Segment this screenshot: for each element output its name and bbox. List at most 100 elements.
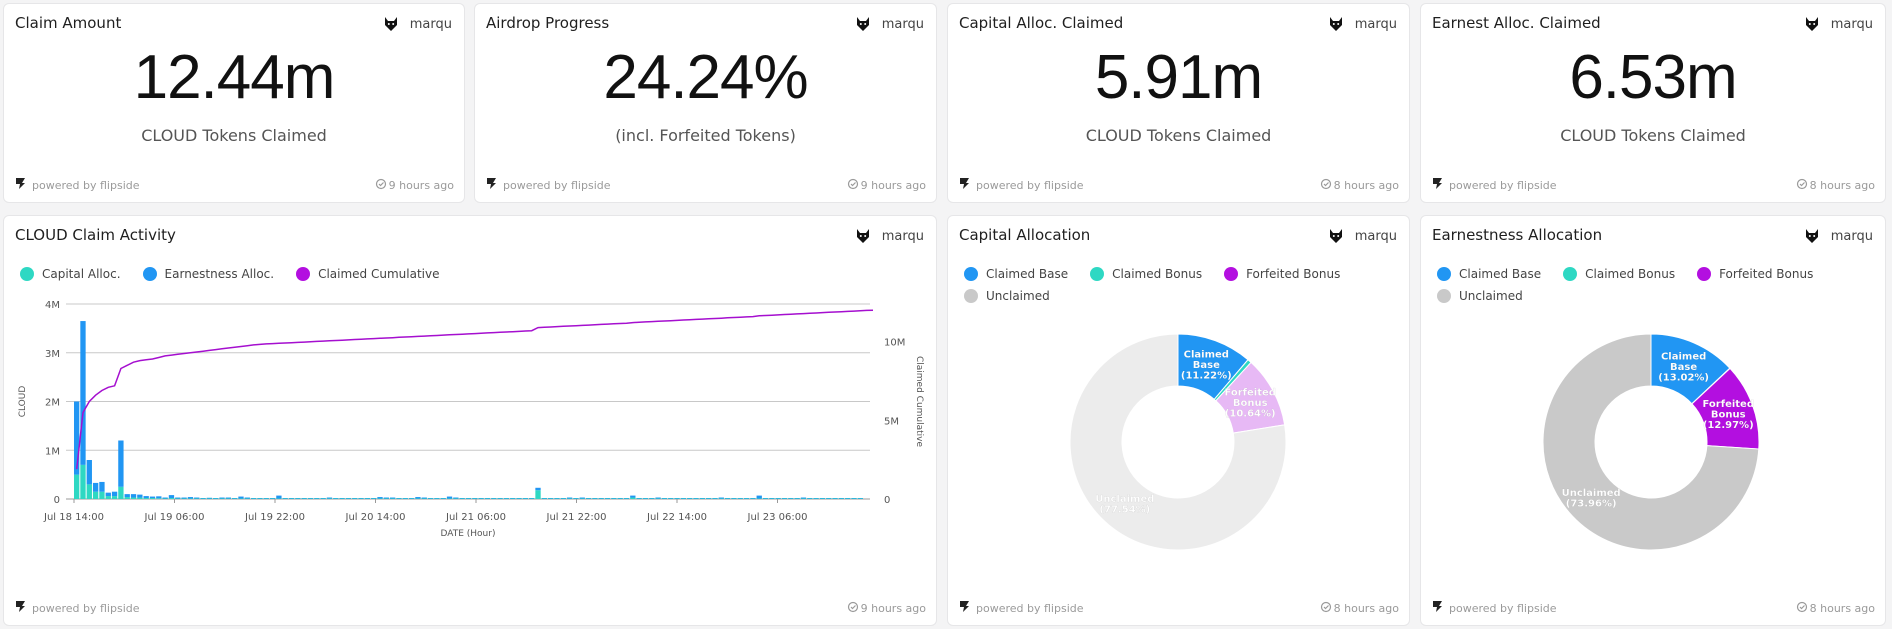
legend-item[interactable]: Claimed Cumulative xyxy=(296,267,439,281)
donut-label-line: (12.97%) xyxy=(1703,420,1754,431)
bar-earnestness xyxy=(238,496,244,499)
author-name: marqu xyxy=(1354,228,1397,244)
author-name: marqu xyxy=(1830,228,1873,244)
legend-item[interactable]: Forfeited Bonus xyxy=(1224,267,1340,281)
legend-item[interactable]: Claimed Bonus xyxy=(1563,267,1675,281)
legend-item[interactable]: Earnestness Alloc. xyxy=(142,267,275,281)
bar-earnestness xyxy=(326,497,333,499)
legend-swatch xyxy=(1697,267,1712,281)
legend-item[interactable]: Claimed Base xyxy=(1437,267,1541,281)
bar-capital xyxy=(630,497,636,499)
author-name: marqu xyxy=(881,228,924,244)
bar-earnestness xyxy=(718,497,724,499)
chart-legend: Claimed Base Claimed Bonus Forfeited Bon… xyxy=(1437,267,1857,303)
card-title: Claim Amount xyxy=(15,14,122,32)
legend-label: Claimed Bonus xyxy=(1585,267,1676,281)
refresh-time[interactable]: 8 hours ago xyxy=(1320,178,1399,193)
author-link[interactable]: marqu xyxy=(1800,225,1873,247)
bar-earnestness xyxy=(415,497,421,499)
y2-tick-label: 5M xyxy=(884,416,899,427)
claim-activity-chart[interactable]: 0 1M 2M 3M 4M 0 5M 10M CLOUD Claimed Cumulative DA… xyxy=(4,294,936,594)
bar-earnestness xyxy=(105,492,111,497)
x-tick-label: Jul 21 06:00 xyxy=(445,512,506,523)
legend-label: Forfeited Bonus xyxy=(1246,267,1341,281)
refresh-time[interactable]: 9 hours ago xyxy=(847,601,926,616)
legend-item[interactable]: Unclaimed xyxy=(964,289,1050,303)
powered-by-link[interactable]: powered by flipside xyxy=(485,177,611,193)
capital-allocation-card: Capital Allocation marqu Claimed Base Cl… xyxy=(947,215,1410,626)
bar-earnestness xyxy=(162,497,168,499)
flipside-logo-icon xyxy=(485,177,498,193)
powered-by-link[interactable]: powered by flipside xyxy=(958,600,1084,616)
y-tick-label: 3M xyxy=(45,349,60,360)
legend-swatch xyxy=(1090,267,1105,281)
refresh-time[interactable]: 8 hours ago xyxy=(1320,601,1399,616)
kpi-subtitle: CLOUD Tokens Claimed xyxy=(141,126,327,145)
bar-earnestness xyxy=(175,497,181,499)
earnestness-allocation-card: Earnestness Allocation marqu Claimed Bas… xyxy=(1420,215,1886,626)
refresh-icon xyxy=(1796,601,1808,616)
legend-label: Claimed Base xyxy=(1459,267,1542,281)
refresh-time[interactable]: 9 hours ago xyxy=(847,178,926,193)
wolf-avatar-icon xyxy=(851,225,874,247)
donut-label-line: Bonus xyxy=(1233,398,1268,409)
powered-by-link[interactable]: powered by flipside xyxy=(958,177,1084,193)
bar-earnestness xyxy=(194,497,200,499)
powered-by-link[interactable]: powered by flipside xyxy=(1431,600,1557,616)
legend-swatch xyxy=(1563,267,1578,281)
x-tick-label: Jul 19 22:00 xyxy=(244,512,305,523)
donut-label-line: Bonus xyxy=(1711,409,1746,420)
legend-label: Earnestness Alloc. xyxy=(164,267,275,281)
refresh-time[interactable]: 9 hours ago xyxy=(375,178,454,193)
donut-label: Unclaimed(73.96%) xyxy=(1561,488,1620,510)
refresh-time[interactable]: 8 hours ago xyxy=(1796,601,1875,616)
powered-by-link[interactable]: powered by flipside xyxy=(1431,177,1557,193)
legend-item[interactable]: Claimed Base xyxy=(964,267,1068,281)
refresh-icon xyxy=(375,178,387,193)
legend-item[interactable]: Capital Alloc. xyxy=(20,267,121,281)
x-tick-label: Jul 22 14:00 xyxy=(646,512,707,523)
bar-earnestness xyxy=(756,495,762,499)
author-link[interactable]: marqu xyxy=(1324,225,1397,247)
claim-activity-card: CLOUD Claim Activity marqu Capital Alloc… xyxy=(3,215,937,626)
bar-earnestness xyxy=(655,497,661,499)
donut-label-line: (10.64%) xyxy=(1225,409,1276,420)
legend-item[interactable]: Claimed Bonus xyxy=(1090,267,1202,281)
legend-swatch xyxy=(964,289,978,303)
powered-by-label: powered by flipside xyxy=(32,178,140,192)
author-link[interactable]: marqu xyxy=(851,13,924,35)
bar-capital xyxy=(99,491,105,499)
bar-earnestness xyxy=(421,497,427,499)
bar-capital xyxy=(86,484,92,499)
legend-swatch xyxy=(142,267,157,281)
legend-label: Unclaimed xyxy=(1459,289,1523,303)
bar-capital xyxy=(143,498,149,499)
powered-by-label: powered by flipside xyxy=(976,601,1084,615)
author-link[interactable]: marqu xyxy=(379,13,452,35)
legend-item[interactable]: Unclaimed xyxy=(1437,289,1523,303)
author-link[interactable]: marqu xyxy=(851,225,924,247)
refresh-time-label: 8 hours ago xyxy=(1809,179,1875,192)
donut-label-line: (73.96%) xyxy=(1566,498,1617,509)
legend-item[interactable]: Forfeited Bonus xyxy=(1697,267,1813,281)
x-axis-title: DATE (Hour) xyxy=(441,529,496,539)
bar-capital xyxy=(168,498,175,499)
powered-by-label: powered by flipside xyxy=(503,178,611,192)
bar-earnestness xyxy=(111,491,118,497)
powered-by-link[interactable]: powered by flipside xyxy=(14,177,140,193)
wolf-avatar-icon xyxy=(1800,13,1823,35)
author-link[interactable]: marqu xyxy=(1800,13,1873,35)
powered-by-link[interactable]: powered by flipside xyxy=(14,600,140,616)
legend-label: Forfeited Bonus xyxy=(1719,267,1814,281)
author-link[interactable]: marqu xyxy=(1324,13,1397,35)
bar-earnestness xyxy=(566,497,573,499)
legend-label: Capital Alloc. xyxy=(42,267,121,281)
bar-capital xyxy=(156,498,162,499)
refresh-time[interactable]: 8 hours ago xyxy=(1796,178,1875,193)
wolf-avatar-icon xyxy=(851,13,874,35)
donut-label-line: Base xyxy=(1193,360,1220,371)
donut-label-line: Forfeited xyxy=(1224,388,1276,399)
